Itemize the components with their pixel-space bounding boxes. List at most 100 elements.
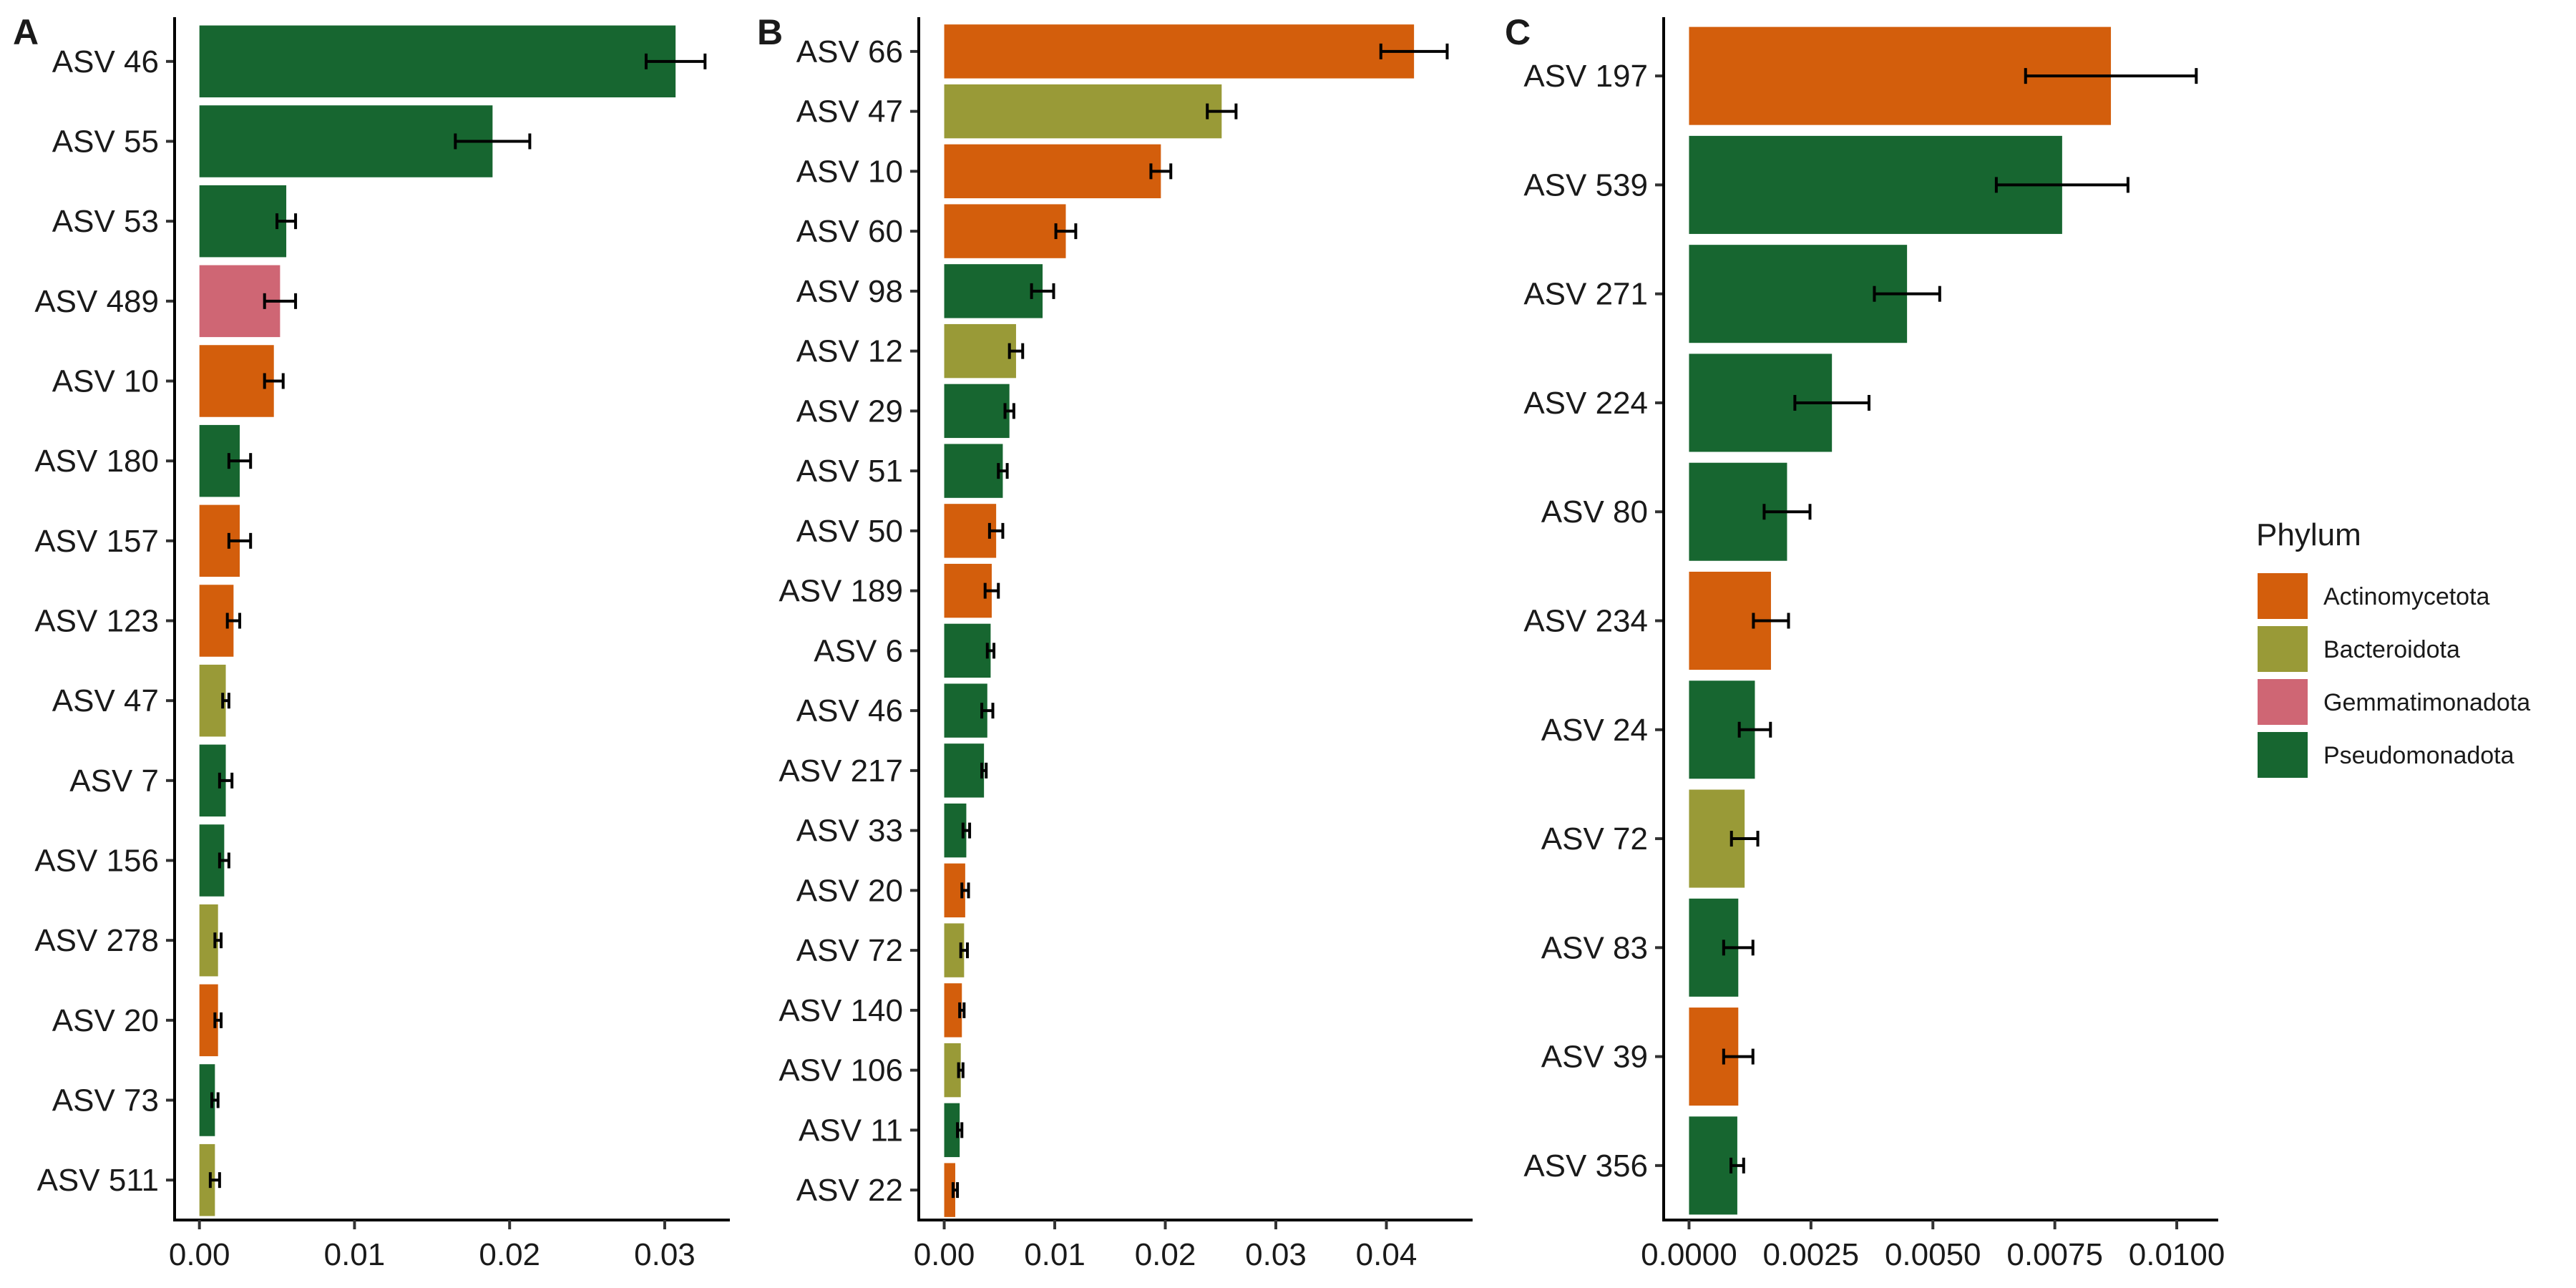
y-tick-label: ASV 197 [1523, 59, 1648, 94]
error-bar-asv-271 [1873, 286, 1941, 302]
bar-asv-53 [199, 185, 287, 258]
bar-asv-46 [944, 683, 987, 738]
bar-asv-6 [944, 623, 991, 678]
error-bar-asv-217 [980, 762, 988, 779]
error-bar-asv-46 [644, 53, 707, 69]
legend-label-bacteroidota: Bacteroidota [2323, 636, 2460, 663]
error-bar-asv-46 [980, 703, 995, 719]
error-bar-asv-72 [959, 942, 969, 959]
error-bar-asv-156 [218, 852, 230, 869]
x-tick-label: 0.04 [1356, 1237, 1418, 1272]
panel-c: C ASV 197 ASV 539 ASV 271 ASV 224 ASV 80 ASV 2… [1505, 12, 2225, 1272]
y-tick-label: ASV 50 [796, 514, 903, 549]
y-tick-label: ASV 98 [796, 274, 903, 309]
error-bar-asv-356 [1729, 1157, 1745, 1174]
y-tick-label: ASV 66 [796, 34, 903, 69]
y-tick-label: ASV 511 [37, 1163, 159, 1198]
y-tick-label: ASV 20 [52, 1003, 159, 1038]
error-bar-asv-157 [227, 532, 253, 549]
y-tick-label: ASV 6 [814, 633, 903, 668]
y-tick-label: ASV 217 [779, 753, 903, 789]
error-bar-asv-73 [210, 1092, 220, 1108]
bar-asv-106 [944, 1043, 961, 1098]
panel-label: B [757, 12, 783, 52]
error-bar-asv-53 [275, 213, 298, 230]
error-bar-asv-140 [958, 1002, 966, 1018]
y-tick-label: ASV 106 [779, 1053, 903, 1088]
error-bar-asv-29 [1003, 403, 1015, 419]
y-tick-label: ASV 46 [796, 693, 903, 728]
panel-label: C [1505, 12, 1531, 52]
error-bar-asv-20 [960, 882, 970, 899]
y-tick-label: ASV 123 [34, 604, 159, 639]
error-bar-asv-55 [454, 133, 532, 150]
bar-asv-51 [944, 444, 1003, 498]
legend-swatch-bacteroidota [2258, 626, 2308, 672]
y-tick-label: ASV 489 [34, 284, 159, 319]
y-tick-label: ASV 7 [69, 763, 159, 799]
bar-asv-73 [199, 1064, 215, 1136]
y-tick-label: ASV 271 [1523, 277, 1648, 312]
x-tick-label: 0.0050 [1885, 1237, 1981, 1272]
error-bar-asv-106 [957, 1062, 965, 1078]
error-bar-asv-24 [1737, 721, 1772, 738]
error-bar-asv-72 [1729, 831, 1760, 847]
error-bar-asv-22 [951, 1182, 960, 1199]
panel-label: A [13, 12, 39, 52]
x-tick-label: 0.0100 [2129, 1237, 2225, 1272]
x-tick-label: 0.02 [479, 1237, 540, 1272]
bar-asv-98 [944, 264, 1043, 318]
legend-title: Phylum [2256, 517, 2361, 552]
y-tick-label: ASV 278 [34, 923, 159, 958]
error-bar-asv-12 [1008, 343, 1025, 359]
y-tick-label: ASV 24 [1541, 713, 1648, 748]
error-bar-asv-80 [1762, 504, 1812, 520]
error-bar-asv-7 [218, 772, 234, 789]
x-tick-label: 0.0075 [2006, 1237, 2103, 1272]
bar-asv-50 [944, 504, 997, 558]
y-tick-label: ASV 51 [796, 454, 903, 489]
error-bar-asv-278 [213, 932, 223, 949]
bar-asv-11 [944, 1103, 960, 1158]
bar-asv-22 [944, 1163, 955, 1217]
y-tick-label: ASV 83 [1541, 930, 1648, 965]
bar-asv-511 [199, 1143, 215, 1216]
x-tick-label: 0.03 [1245, 1237, 1307, 1272]
error-bar-asv-6 [985, 643, 996, 659]
legend-swatch-pseudomonadota [2258, 732, 2308, 778]
x-tick-label: 0.0025 [1763, 1237, 1860, 1272]
y-tick-label: ASV 20 [796, 873, 903, 908]
legend-label-actinomycetota: Actinomycetota [2323, 583, 2490, 610]
error-bar-asv-83 [1722, 940, 1755, 956]
y-tick-label: ASV 33 [796, 814, 903, 849]
y-tick-label: ASV 539 [1523, 167, 1648, 203]
bar-asv-271 [1689, 245, 1908, 343]
y-tick-label: ASV 73 [52, 1083, 159, 1118]
x-tick-label: 0.02 [1135, 1237, 1196, 1272]
error-bar-asv-123 [225, 613, 242, 629]
y-tick-label: ASV 189 [779, 574, 903, 609]
x-tick-label: 0.00 [169, 1237, 230, 1272]
y-tick-label: ASV 157 [34, 524, 159, 559]
error-bar-asv-60 [1054, 223, 1078, 240]
y-tick-label: ASV 53 [52, 204, 159, 239]
legend: Phylum Actinomycetota Bacteroidota Gemma… [2256, 517, 2530, 778]
bar-asv-217 [944, 743, 985, 798]
y-tick-label: ASV 224 [1523, 386, 1648, 421]
bar-asv-10 [944, 144, 1161, 199]
legend-label-pseudomonadota: Pseudomonadota [2323, 742, 2514, 769]
error-bar-asv-11 [956, 1122, 964, 1138]
y-tick-label: ASV 47 [796, 94, 903, 130]
legend-label-gemmatimonadota: Gemmatimonadota [2323, 689, 2530, 716]
error-bar-asv-189 [983, 582, 1000, 599]
y-tick-label: ASV 72 [1541, 821, 1648, 857]
error-bar-asv-180 [227, 453, 253, 469]
y-tick-label: ASV 46 [52, 44, 159, 79]
y-tick-label: ASV 11 [799, 1113, 903, 1148]
y-tick-label: ASV 12 [796, 334, 903, 369]
y-tick-label: ASV 29 [796, 394, 903, 429]
error-bar-asv-51 [997, 463, 1009, 479]
error-bar-asv-224 [1793, 394, 1870, 411]
error-bar-asv-47 [1206, 103, 1238, 119]
y-tick-label: ASV 234 [1523, 604, 1648, 639]
